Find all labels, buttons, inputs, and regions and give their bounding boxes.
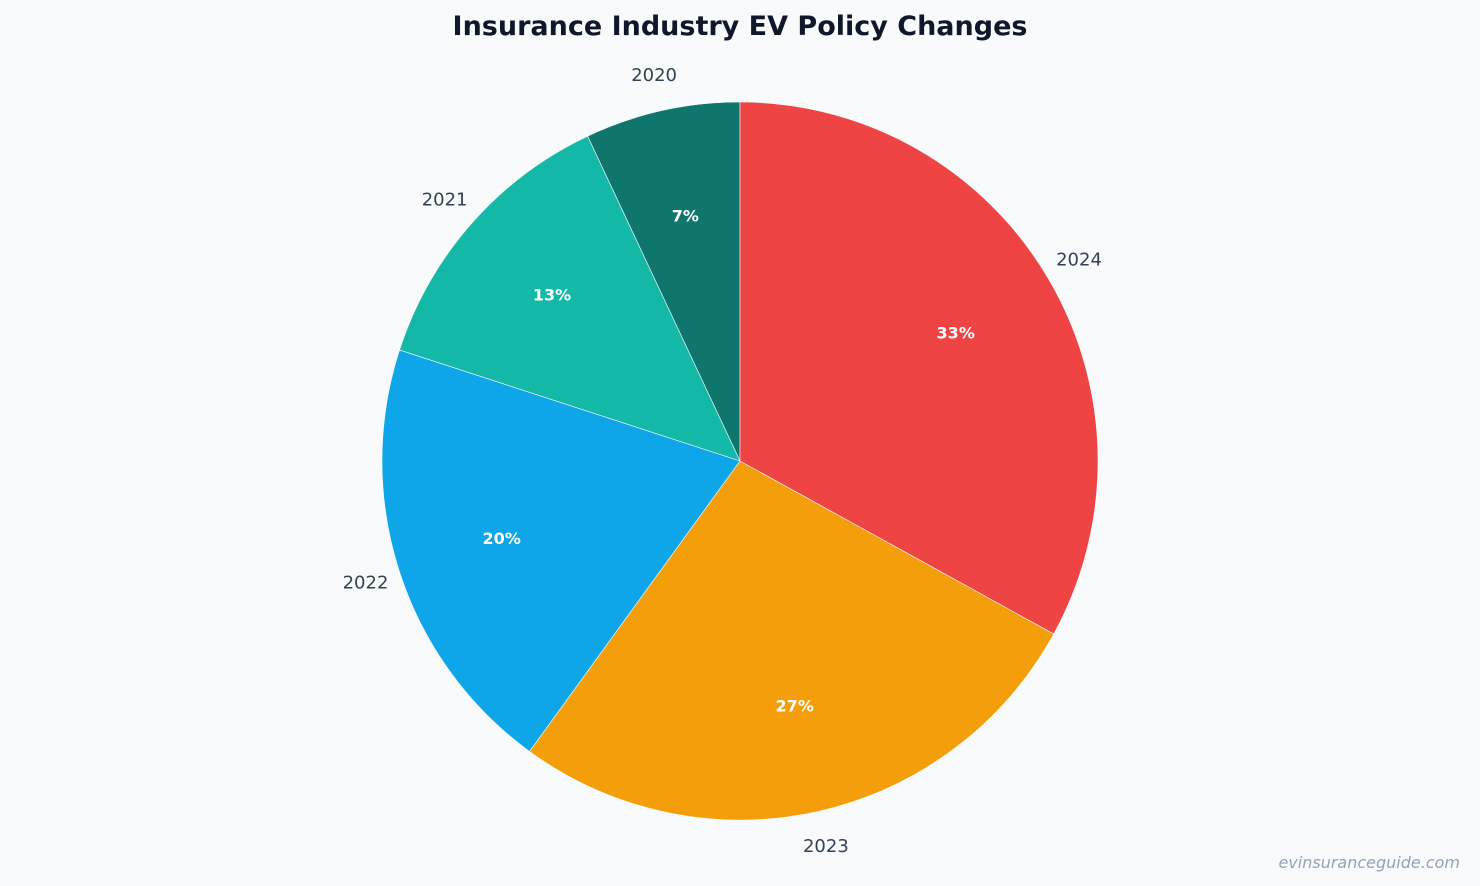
watermark: evinsuranceguide.com — [1278, 853, 1460, 872]
pct-label-2020: 7% — [672, 206, 699, 225]
pie-slice-2021 — [399, 135, 741, 462]
pct-label-2024: 33% — [937, 324, 975, 343]
pie-slice-2023 — [529, 460, 1055, 821]
pct-label-2023: 27% — [776, 697, 814, 716]
category-label-2020: 2020 — [631, 65, 677, 86]
pie-slice-2022 — [381, 349, 741, 752]
chart-title: Insurance Industry EV Policy Changes — [452, 11, 1028, 42]
category-label-2021: 2021 — [422, 189, 468, 210]
percentage-labels: 7% 13% 20% 27% 33% — [483, 206, 975, 715]
category-label-2023: 2023 — [803, 836, 849, 857]
pie-slice-2020 — [587, 101, 741, 462]
pct-label-2022: 20% — [483, 529, 521, 548]
pie-slice-2024 — [739, 101, 1099, 635]
category-label-2022: 2022 — [343, 573, 389, 594]
pct-label-2021: 13% — [533, 285, 571, 304]
pie-slices — [381, 101, 1099, 821]
category-labels: 2020 2021 2022 2023 2024 — [343, 65, 1102, 857]
category-label-2024: 2024 — [1056, 250, 1102, 271]
